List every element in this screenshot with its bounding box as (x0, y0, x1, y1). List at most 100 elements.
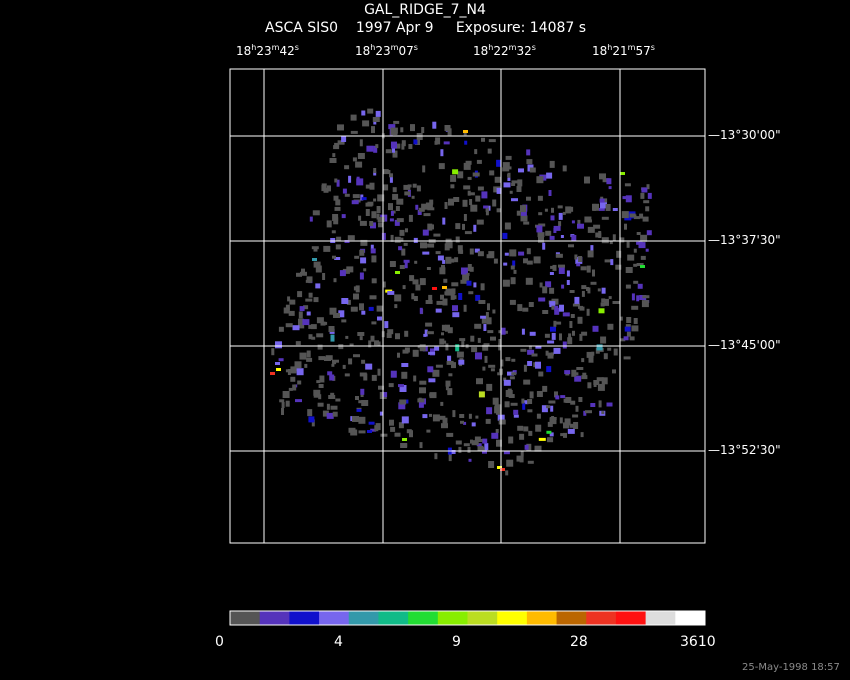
count-pixel (498, 330, 503, 334)
count-pixel (564, 418, 571, 426)
count-pixel (510, 402, 518, 406)
count-pixel (511, 372, 517, 376)
count-pixel (598, 207, 605, 211)
count-pixel (457, 171, 464, 179)
count-pixel (460, 279, 468, 284)
count-pixel (595, 232, 602, 238)
image-title: GAL_RIDGE_7_N4 (364, 2, 486, 18)
ra-tick-label-3: 18h21m57s (592, 43, 655, 58)
count-pixel (517, 425, 524, 431)
count-pixel (488, 139, 496, 143)
count-pixel (350, 416, 354, 422)
count-pixel (476, 159, 482, 164)
count-pixel (487, 303, 490, 311)
count-pixel (602, 178, 610, 183)
count-pixel (326, 412, 334, 419)
count-pixel (315, 265, 322, 273)
count-pixel (512, 260, 516, 267)
count-pixel (338, 141, 345, 145)
count-pixel (439, 338, 445, 345)
count-pixel (321, 183, 327, 191)
count-pixel (331, 230, 336, 234)
count-pixel (290, 366, 297, 374)
bright-source-pixel (402, 438, 407, 441)
count-pixel (586, 265, 591, 273)
count-pixel (404, 191, 411, 196)
count-pixel (590, 281, 597, 285)
count-pixel (441, 332, 444, 336)
count-pixel (483, 205, 489, 209)
count-pixel (313, 247, 318, 252)
count-pixel (344, 193, 350, 197)
count-pixel (592, 325, 599, 332)
count-pixel (373, 145, 378, 153)
count-pixel (358, 416, 366, 424)
count-pixel (562, 341, 567, 349)
count-pixel (285, 304, 290, 311)
count-pixel (549, 301, 556, 308)
count-pixel (509, 190, 513, 194)
count-pixel (587, 250, 594, 258)
count-pixel (645, 248, 649, 252)
count-pixel (442, 259, 446, 264)
count-pixel (300, 271, 307, 276)
count-pixel (487, 148, 492, 154)
count-pixel (409, 430, 413, 438)
count-pixel (469, 199, 473, 205)
count-pixel (488, 461, 495, 468)
bright-source-pixel (432, 287, 437, 290)
count-pixel (467, 190, 471, 196)
count-pixel (580, 266, 587, 271)
count-pixel (606, 178, 612, 185)
count-pixel (313, 261, 321, 268)
count-pixel (445, 380, 451, 387)
count-pixel (398, 422, 404, 429)
observation-info: ASCA SIS0 1997 Apr 9 Exposure: 14087 s (265, 20, 586, 36)
count-pixel (475, 195, 481, 202)
count-pixel (600, 302, 605, 307)
count-pixel (503, 377, 507, 381)
count-pixel (633, 318, 638, 324)
count-pixel (413, 375, 417, 382)
count-pixel (625, 284, 631, 289)
count-pixel (578, 256, 583, 262)
count-pixel (365, 184, 372, 189)
count-pixel (346, 299, 351, 305)
count-pixel (476, 443, 482, 447)
count-pixel (570, 400, 576, 405)
count-pixel (376, 305, 383, 312)
count-pixel (558, 221, 562, 227)
count-pixel (444, 125, 451, 131)
count-pixel (613, 348, 618, 356)
count-pixel (399, 385, 407, 392)
count-pixel (334, 206, 341, 211)
count-pixel (391, 141, 397, 149)
count-pixel (471, 422, 476, 427)
count-pixel (637, 283, 643, 289)
count-pixel (627, 254, 635, 261)
count-pixel (533, 256, 541, 264)
count-pixel (587, 219, 592, 223)
count-pixel (319, 375, 325, 383)
count-pixel (599, 173, 606, 180)
count-pixel (401, 371, 408, 379)
count-pixel (529, 391, 534, 399)
count-pixel (475, 415, 479, 419)
count-pixel (326, 403, 330, 410)
count-pixel (551, 207, 554, 213)
count-pixel (550, 265, 556, 269)
count-pixel (498, 419, 506, 425)
count-pixel (537, 232, 545, 238)
count-pixel (574, 296, 580, 304)
count-pixel (528, 302, 534, 307)
count-pixel (482, 366, 486, 371)
count-pixel (522, 402, 526, 410)
count-pixel (505, 155, 512, 160)
count-pixel (416, 185, 421, 192)
count-pixel (448, 454, 452, 462)
count-pixel (295, 399, 302, 403)
count-pixel (601, 216, 609, 220)
count-pixel (394, 236, 401, 243)
count-pixel (462, 223, 465, 230)
count-pixel (296, 272, 302, 277)
